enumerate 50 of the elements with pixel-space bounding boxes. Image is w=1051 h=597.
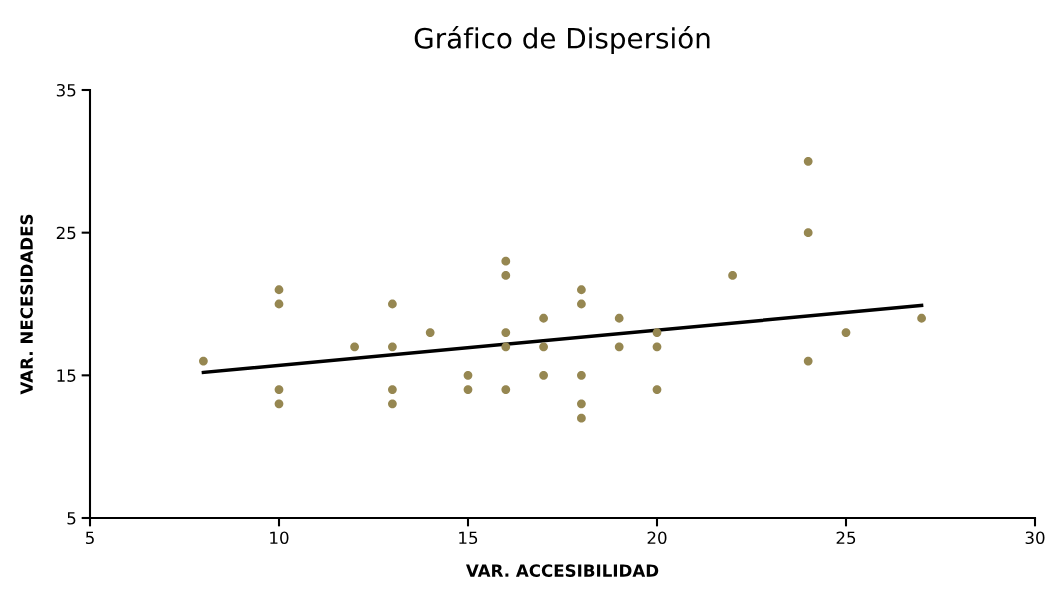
point <box>274 385 284 394</box>
point <box>501 342 511 352</box>
point <box>501 256 511 266</box>
point <box>577 413 586 423</box>
point <box>577 370 586 380</box>
point <box>388 342 397 352</box>
point <box>539 370 548 380</box>
x-tick-label: 10 <box>270 531 289 545</box>
point <box>539 342 548 352</box>
point <box>803 228 813 238</box>
x-tick-label: 15 <box>459 531 478 545</box>
point <box>388 399 397 409</box>
y-tick-label: 35 <box>56 83 76 97</box>
point <box>803 156 813 166</box>
y-tick-label: 15 <box>57 369 76 382</box>
point <box>577 299 586 309</box>
point <box>917 313 926 323</box>
x-tick-label: 5 <box>85 531 94 545</box>
point <box>539 313 548 323</box>
chart-title: Gráfico de Dispersión <box>414 26 710 55</box>
y-tick-label: 5 <box>67 512 76 525</box>
x-axis-title: VAR. ACCESIBILIDAD <box>465 564 659 577</box>
y-tick-label: 25 <box>56 226 76 240</box>
point <box>652 385 662 394</box>
point <box>803 356 813 366</box>
y-axis-title: VAR. NECESIDADES <box>20 214 33 395</box>
point <box>274 299 284 309</box>
point <box>463 370 473 380</box>
point <box>577 285 586 295</box>
point <box>388 299 397 309</box>
point <box>501 271 511 280</box>
point <box>501 328 511 337</box>
point <box>274 285 284 295</box>
point <box>274 399 284 409</box>
point <box>652 328 662 337</box>
point <box>388 385 397 394</box>
point <box>841 328 851 337</box>
point <box>501 385 511 394</box>
point <box>728 271 737 280</box>
x-tick-label: 30 <box>1025 531 1045 545</box>
point <box>577 399 586 409</box>
point <box>614 313 624 323</box>
point <box>614 342 624 352</box>
point <box>425 328 435 337</box>
x-tick-label: 20 <box>647 531 667 545</box>
point <box>652 342 662 352</box>
x-tick-label: 25 <box>836 531 856 545</box>
point <box>350 342 359 352</box>
point <box>463 385 473 394</box>
point <box>199 356 208 366</box>
